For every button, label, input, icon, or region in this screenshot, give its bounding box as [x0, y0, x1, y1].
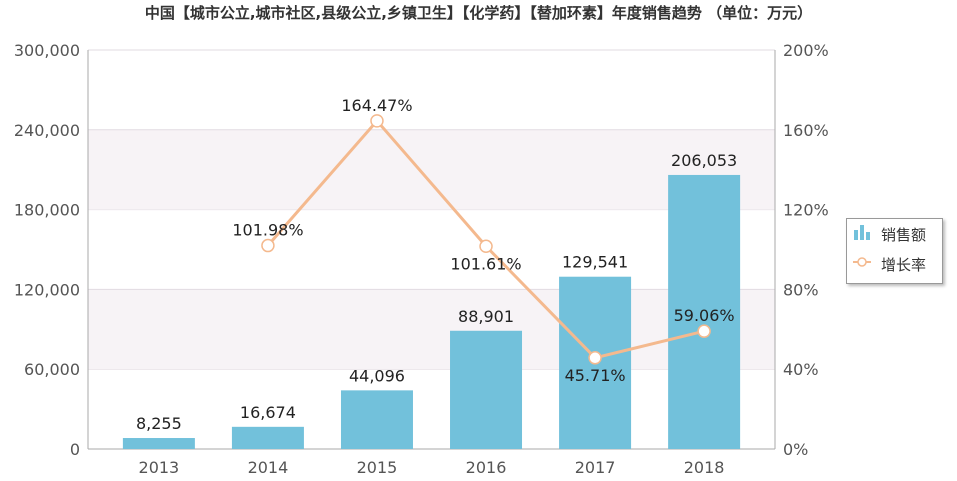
bar [668, 174, 741, 449]
legend-item-growth[interactable]: 增长率 [847, 249, 942, 279]
bar [231, 426, 304, 449]
x-tick: 2014 [248, 458, 289, 477]
growth-point [479, 239, 493, 254]
x-tick: 2016 [466, 458, 507, 477]
legend-label: 销售额 [881, 225, 927, 244]
y-left-tick: 0 [70, 440, 80, 459]
growth-label: 101.61% [450, 254, 521, 273]
growth-label: 45.71% [565, 366, 626, 385]
bar-label: 88,901 [458, 307, 514, 326]
y-left-tick: 240,000 [14, 121, 80, 140]
grid-band [88, 129, 775, 210]
bar-label: 16,674 [240, 403, 296, 422]
y-left-tick: 180,000 [14, 201, 80, 220]
bar-label: 129,541 [562, 253, 628, 272]
growth-point [588, 351, 602, 365]
y-right-tick: 120% [783, 201, 829, 220]
bar [122, 438, 195, 449]
x-tick: 2013 [139, 458, 180, 477]
x-tick: 2017 [575, 458, 616, 477]
bar-label: 8,255 [136, 414, 182, 433]
growth-label: 59.06% [674, 306, 735, 325]
legend-item-sales[interactable]: 销售额 [847, 219, 942, 249]
growth-point [697, 324, 711, 338]
bar-chart-icon [853, 224, 871, 244]
y-right-tick: 0% [783, 440, 808, 459]
bar-label: 206,053 [671, 151, 737, 170]
y-right-tick: 40% [783, 360, 819, 379]
y-left-tick: 60,000 [24, 360, 80, 379]
bar [340, 390, 413, 449]
line-marker-icon [853, 254, 871, 274]
y-left-tick: 120,000 [14, 280, 80, 299]
growth-point [370, 114, 384, 128]
growth-label: 164.47% [341, 96, 412, 115]
y-right-tick: 80% [783, 280, 819, 299]
x-tick: 2015 [357, 458, 398, 477]
bar [450, 330, 523, 449]
x-tick: 2018 [684, 458, 725, 477]
growth-label: 101.98% [232, 221, 303, 240]
y-right-tick: 200% [783, 41, 829, 60]
y-right-tick: 160% [783, 121, 829, 140]
bar-label: 44,096 [349, 366, 405, 385]
growth-point [261, 238, 275, 253]
legend: 销售额 增长率 [846, 218, 943, 284]
y-left-tick: 300,000 [14, 41, 80, 60]
grid-band [88, 289, 775, 370]
legend-label: 增长率 [881, 255, 927, 274]
chart-title: 中国【城市公立,城市社区,县级公立,乡镇卫生】【化学药】【替加环素】年度销售趋势… [144, 4, 813, 22]
